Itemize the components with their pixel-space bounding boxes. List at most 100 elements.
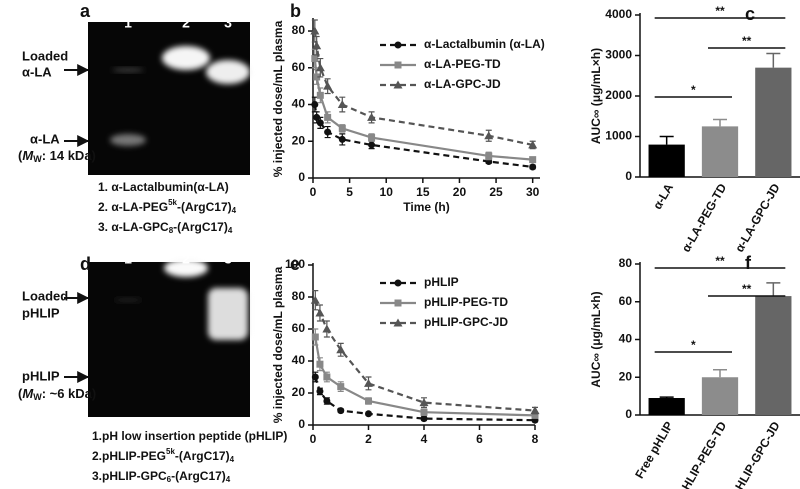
marker: [530, 406, 540, 415]
gel-image: [88, 22, 250, 175]
panel-letter: f: [745, 253, 752, 273]
marker: [315, 63, 325, 72]
y-tick-label: 60: [292, 60, 306, 74]
y-tick-label: 80: [619, 256, 633, 270]
marker: [528, 140, 538, 149]
x-tick-label: 0: [310, 185, 317, 199]
marker: [529, 163, 537, 171]
x-tick-label: 20: [453, 185, 467, 199]
marker: [485, 152, 493, 160]
mw-label: (MW: ~6 kDa): [18, 386, 96, 402]
y-axis-title: AUC∞ (μg/mL×h): [589, 291, 603, 387]
marker: [337, 383, 345, 391]
bar: [701, 377, 739, 415]
gel-band: [164, 259, 208, 277]
y-tick-label: 0: [625, 169, 632, 183]
marker: [310, 295, 320, 304]
caption: 2.pHLIP-PEG5k-(ArgC17)4: [92, 447, 235, 464]
y-tick-label: 0: [298, 170, 305, 184]
marker: [311, 101, 319, 109]
significance-label: **: [742, 282, 752, 296]
legend-label: pHLIP: [424, 275, 459, 289]
lane-label: 3: [224, 15, 232, 31]
x-tick-label: pHLIP-PEG-TD: [675, 419, 729, 489]
significance-label: *: [691, 338, 696, 352]
significance-label: **: [742, 34, 752, 48]
x-axis-title: Time (h): [403, 200, 449, 214]
x-tick-label: α-LA-GPC-JD: [732, 181, 783, 255]
error-bar: [713, 368, 727, 378]
lane-label: 3: [224, 251, 232, 267]
error-bar: [766, 52, 781, 68]
free-label: α-LA: [30, 131, 60, 146]
panel-letter: a: [80, 1, 91, 21]
bar: [648, 398, 685, 415]
legend-label: pHLIP-GPC-JD: [424, 315, 508, 329]
y-tick-label: 60: [292, 321, 306, 335]
series-line: [313, 58, 533, 161]
y-tick-label: 1000: [605, 129, 632, 143]
x-tick-label: α-LA: [650, 181, 676, 212]
marker: [313, 113, 321, 121]
marker: [338, 124, 346, 132]
marker: [312, 41, 322, 50]
legend-marker: [393, 80, 403, 89]
marker: [337, 100, 347, 109]
marker: [315, 308, 325, 317]
marker: [484, 131, 494, 140]
marker: [323, 397, 331, 405]
y-tick-label: 0: [625, 407, 632, 421]
legend-marker: [394, 61, 402, 69]
bar: [755, 67, 792, 177]
marker: [311, 333, 319, 341]
loaded-label: Loaded: [22, 288, 68, 303]
x-tick-label: Free pHLIP: [632, 419, 676, 481]
x-tick-label: 25: [489, 185, 503, 199]
x-tick-label: 0: [310, 432, 317, 446]
y-tick-label: 4000: [605, 7, 632, 21]
marker: [420, 415, 428, 423]
marker: [313, 73, 321, 81]
series-line: [313, 30, 533, 147]
y-tick-label: 20: [292, 385, 306, 399]
marker: [324, 113, 332, 121]
y-tick-label: 20: [292, 133, 306, 147]
y-tick-label: 40: [619, 332, 633, 346]
y-axis-title: AUC∞ (μg/mL×h): [589, 48, 603, 144]
x-tick-label: 6: [476, 432, 483, 446]
error-bar: [659, 135, 674, 145]
marker: [316, 91, 324, 99]
marker: [316, 360, 324, 368]
legend-marker: [393, 318, 403, 327]
x-tick-label: α-LA-PEG-TD: [679, 181, 730, 255]
mw-label: (MW: 14 kDa): [18, 148, 96, 164]
panel-letter: e: [290, 254, 300, 274]
significance-label: **: [715, 4, 725, 18]
gel-panel-d: d 1 2 3 Loaded pHLIP pHLIP (MW: ~6 kDa) …: [18, 251, 287, 484]
marker: [316, 119, 324, 127]
caption: 1.pH low insertion peptide (pHLIP): [92, 429, 287, 443]
error-bar: [766, 282, 781, 297]
y-tick-label: 20: [619, 369, 633, 383]
marker: [364, 378, 373, 387]
gel-band: [114, 298, 142, 302]
panel-letter: d: [80, 254, 91, 274]
marker: [368, 134, 376, 142]
marker: [365, 410, 372, 418]
marker: [420, 408, 428, 416]
marker: [529, 156, 537, 164]
free-label: pHLIP: [22, 368, 60, 383]
marker: [419, 398, 429, 407]
caption: 2. α-LA-PEG5k-(ArgC17)4: [98, 198, 237, 215]
caption: 1. α-Lactalbumin(α-LA): [98, 180, 229, 194]
legend-label: α-Lactalbumin (α-LA): [424, 37, 545, 51]
chart-panel-b: b 0 20 40 60 80 % injected dose/mL plasma 0 5 10 1…: [271, 1, 545, 214]
lane-label: 1: [124, 251, 132, 267]
x-tick-label: 4: [421, 432, 428, 446]
y-tick-label: 100: [285, 257, 305, 271]
marker: [323, 81, 333, 90]
y-axis-title: % injected dose/mL plasma: [271, 266, 285, 423]
gel-band: [112, 68, 144, 72]
error-bar: [713, 118, 727, 127]
